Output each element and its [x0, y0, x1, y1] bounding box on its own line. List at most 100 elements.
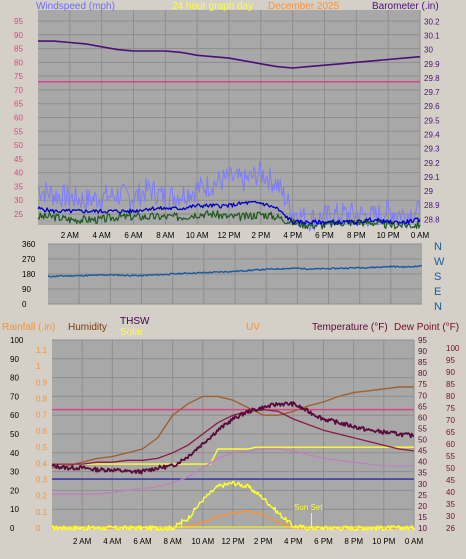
tick-label: 85: [14, 45, 23, 54]
tick-label: 60: [10, 411, 19, 420]
tick-label: 45: [446, 476, 455, 485]
tick-label: 30: [418, 480, 427, 489]
tick-label: 20: [418, 502, 427, 511]
tick-label: 8 AM: [164, 537, 183, 546]
tick-label: 30.1: [424, 31, 440, 40]
tick-label: 15: [418, 513, 427, 522]
tick-label: 4 AM: [93, 231, 112, 240]
dewpoint-label: Dew Point (°F): [394, 322, 459, 333]
graph-title: 24 hour graph day: [172, 1, 253, 12]
tick-label: 2 PM: [251, 231, 270, 240]
tick-label: 55: [446, 452, 455, 461]
tick-label: 0.9: [36, 378, 48, 387]
tick-label: 0.2: [36, 492, 48, 501]
tick-label: 50: [14, 141, 23, 150]
tick-label: 6 PM: [314, 537, 333, 546]
tick-label: 75: [14, 72, 23, 81]
tick-label: 60: [418, 413, 427, 422]
tick-label: 10: [418, 524, 427, 533]
series-uv: [52, 510, 414, 529]
tick-label: 0.5: [36, 443, 48, 452]
direction-label: W: [434, 256, 445, 268]
tick-label: 25: [418, 491, 427, 500]
tick-label: 0.6: [36, 427, 48, 436]
tick-label: 29.5: [424, 116, 440, 125]
tick-label: 12 PM: [217, 231, 240, 240]
tick-label: 85: [446, 380, 455, 389]
tick-label: 10 PM: [372, 537, 395, 546]
tick-label: 40: [14, 169, 23, 178]
uv-label: UV: [246, 322, 260, 333]
tick-label: 0.8: [36, 395, 48, 404]
tick-label: 75: [446, 404, 455, 413]
tick-label: 30.2: [424, 17, 440, 26]
windspeed-label: Windspeed (mph): [36, 1, 115, 12]
series-dew-point: [52, 408, 415, 465]
tick-label: 45: [418, 447, 427, 456]
tick-label: 6 PM: [315, 231, 334, 240]
tick-label: 2 AM: [61, 231, 80, 240]
direction-label: S: [434, 271, 441, 283]
tick-label: 8 AM: [156, 231, 175, 240]
tick-label: 12 PM: [221, 537, 244, 546]
tick-label: 0.1: [36, 508, 48, 517]
tick-label: 4 PM: [283, 231, 302, 240]
tick-label: 2 AM: [73, 537, 92, 546]
tick-label: 10 PM: [377, 231, 400, 240]
tick-label: 95: [14, 17, 23, 26]
series-wind-direction: [47, 264, 423, 278]
tick-label: 90: [418, 347, 427, 356]
sun-set-label: Sun Set: [294, 503, 323, 512]
tick-label: 29.1: [424, 173, 440, 182]
tick-label: 29.6: [424, 102, 440, 111]
tick-label: 50: [10, 430, 19, 439]
tick-label: 40: [418, 458, 427, 467]
tick-label: 35: [446, 500, 455, 509]
tick-label: 29.3: [424, 145, 440, 154]
tick-label: 30: [10, 468, 19, 477]
tick-label: 29: [424, 187, 433, 196]
tick-label: 35: [14, 182, 23, 191]
tick-label: 60: [446, 440, 455, 449]
thsw-label: THSW: [120, 316, 150, 327]
graph-date: December 2025: [268, 1, 340, 12]
tick-label: 1.1: [36, 346, 48, 355]
tick-label: 90: [14, 31, 23, 40]
series-wind-average: [37, 200, 421, 225]
tick-label: 29.9: [424, 60, 440, 69]
rainfall-label: Rainfall (.in): [2, 322, 55, 333]
series-barometer: [38, 40, 421, 69]
tick-label: 8 PM: [344, 537, 363, 546]
tick-label: 6 AM: [124, 231, 143, 240]
tick-label: 65: [446, 428, 455, 437]
tick-label: 4 PM: [284, 537, 303, 546]
tick-label: 10 AM: [186, 231, 209, 240]
tick-label: 70: [14, 86, 23, 95]
tick-label: 180: [22, 270, 36, 279]
tick-label: 70: [10, 392, 19, 401]
tick-label: 95: [418, 336, 427, 345]
tick-label: 0: [10, 524, 15, 533]
tick-label: 0 AM: [411, 231, 430, 240]
tick-label: 80: [14, 58, 23, 67]
tick-label: 29.4: [424, 130, 440, 139]
tick-label: 80: [418, 369, 427, 378]
tick-label: 90: [22, 285, 31, 294]
tick-label: 1: [36, 362, 41, 371]
tick-label: 35: [418, 469, 427, 478]
direction-label: N: [434, 301, 442, 313]
tick-label: 30: [446, 512, 455, 521]
tick-label: 20: [10, 486, 19, 495]
tick-label: 28.9: [424, 201, 440, 210]
tick-label: 40: [446, 488, 455, 497]
tick-label: 60: [14, 114, 23, 123]
tick-label: 90: [446, 368, 455, 377]
tick-label: 0: [22, 300, 27, 309]
tick-label: 29.7: [424, 88, 440, 97]
series-windspeed: [37, 160, 421, 232]
tick-label: 30: [14, 196, 23, 205]
humidity-label: Humidity: [68, 322, 107, 333]
tick-label: 10: [10, 505, 19, 514]
